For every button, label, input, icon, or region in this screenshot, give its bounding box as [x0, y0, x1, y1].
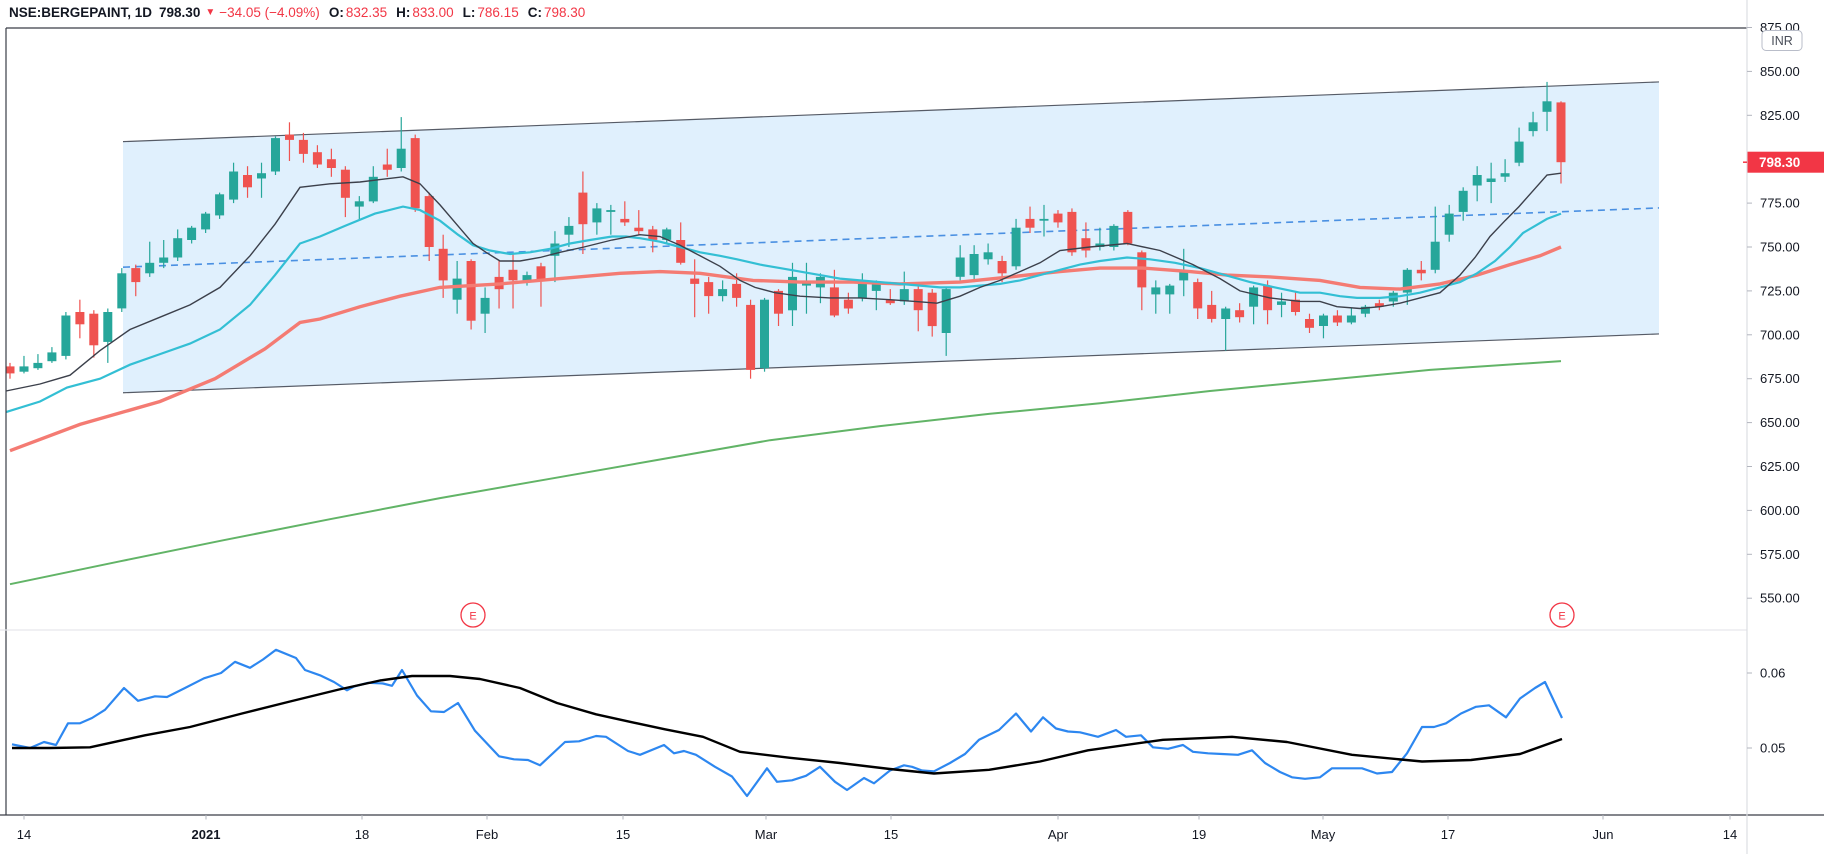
low-value: 786.15	[477, 4, 519, 20]
high-label: H:	[396, 4, 411, 20]
svg-text:825.00: 825.00	[1760, 108, 1800, 123]
ma-black-line[interactable]	[5, 172, 1562, 392]
svg-text:Mar: Mar	[755, 827, 778, 842]
svg-text:Feb: Feb	[476, 827, 498, 842]
svg-text:14: 14	[1723, 827, 1737, 842]
candlestick-series	[5, 81, 1566, 379]
svg-text:575.00: 575.00	[1760, 547, 1800, 562]
close-label: C:	[527, 4, 542, 20]
earnings-marker[interactable]: E	[1549, 602, 1575, 628]
svg-text:15: 15	[884, 827, 898, 842]
svg-text:E: E	[1558, 611, 1565, 623]
close-value: 798.30	[543, 4, 586, 20]
svg-text:19: 19	[1192, 827, 1206, 842]
svg-text:Apr: Apr	[1048, 827, 1069, 842]
last-price: 798.30	[159, 4, 201, 20]
svg-text:850.00: 850.00	[1760, 64, 1800, 79]
earnings-marker[interactable]: E	[460, 602, 486, 628]
svg-text:0.06: 0.06	[1760, 666, 1785, 681]
svg-text:725.00: 725.00	[1760, 283, 1800, 298]
price-axis[interactable]: 875.00850.00825.00775.00750.00725.00700.…	[1743, 20, 1824, 756]
svg-text:675.00: 675.00	[1760, 371, 1800, 386]
svg-text:600.00: 600.00	[1760, 503, 1800, 518]
time-axis[interactable]: 14 2021 18 Feb 15 Mar 15 Apr 19 May 17 Jun 14	[17, 815, 1737, 842]
svg-text:14: 14	[17, 827, 31, 842]
svg-text:625.00: 625.00	[1760, 459, 1800, 474]
open-label: O:	[328, 4, 344, 20]
ma-green-line[interactable]	[9, 360, 1562, 586]
svg-text:15: 15	[616, 827, 630, 842]
svg-text:750.00: 750.00	[1760, 240, 1800, 255]
svg-text:E: E	[469, 611, 476, 623]
svg-text:700.00: 700.00	[1760, 327, 1800, 342]
symbol-title[interactable]: NSE:BERGEPAINT, 1D	[9, 4, 153, 20]
symbol-info-bar: NSE:BERGEPAINT, 1D 798.30 ▼ −34.05 (−4.0…	[9, 2, 585, 22]
currency-badge[interactable]: INR	[1761, 30, 1803, 51]
svg-text:550.00: 550.00	[1760, 591, 1800, 606]
price-change: −34.05 (−4.09%)	[219, 4, 320, 20]
svg-text:2021: 2021	[192, 827, 221, 842]
svg-text:798.30: 798.30	[1759, 155, 1800, 170]
open-value: 832.35	[345, 4, 388, 20]
svg-text:775.00: 775.00	[1760, 196, 1800, 211]
low-label: L:	[462, 4, 476, 20]
parallel-channel[interactable]	[122, 81, 1660, 394]
svg-text:Jun: Jun	[1593, 827, 1614, 842]
svg-text:17: 17	[1441, 827, 1455, 842]
high-value: 833.00	[412, 4, 454, 20]
svg-text:May: May	[1311, 827, 1336, 842]
svg-text:18: 18	[355, 827, 369, 842]
indicator-black-line[interactable]	[12, 674, 1563, 775]
svg-text:650.00: 650.00	[1760, 415, 1800, 430]
svg-text:INR: INR	[1771, 34, 1793, 48]
indicator-blue-line[interactable]	[11, 648, 1563, 798]
ma-pink-line[interactable]	[9, 245, 1562, 453]
last-price-badge: 798.30	[1743, 151, 1824, 173]
ma-cyan-line[interactable]	[5, 205, 1562, 414]
svg-text:0.05: 0.05	[1760, 741, 1785, 756]
down-arrow-icon: ▼	[205, 6, 216, 18]
